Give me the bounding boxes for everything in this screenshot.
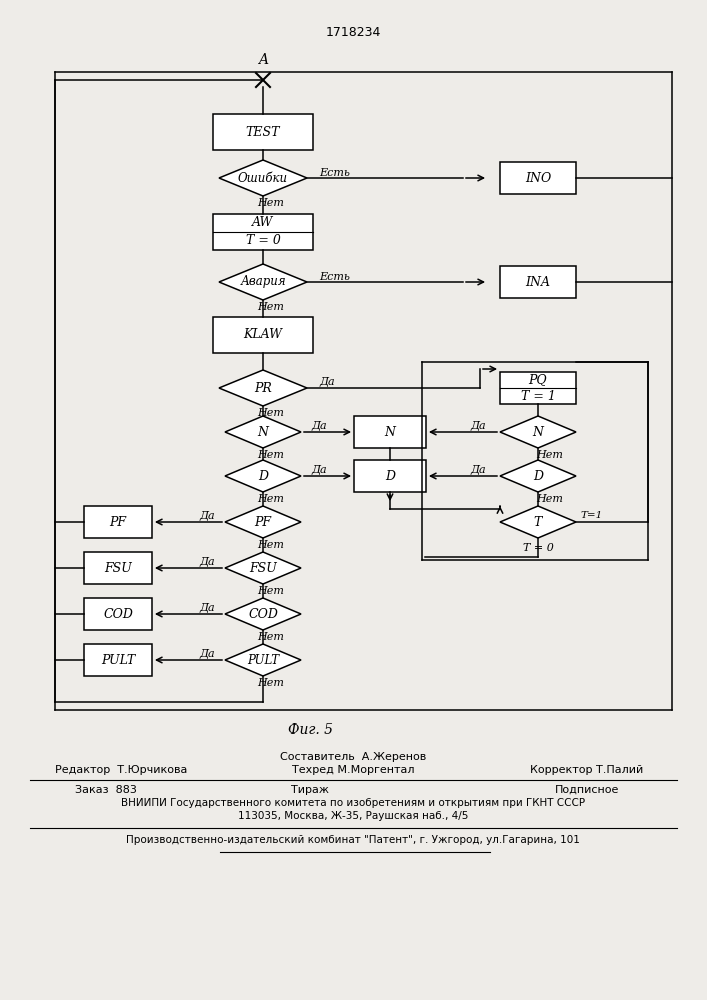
Text: Фиг. 5: Фиг. 5: [288, 723, 332, 737]
Text: Да: Да: [199, 557, 215, 567]
Text: AW: AW: [252, 217, 274, 230]
Bar: [354, 416, 426, 448]
Text: Да: Да: [470, 465, 486, 475]
Text: Ошибки: Ошибки: [238, 172, 288, 184]
Polygon shape: [225, 552, 301, 584]
Text: Да: Да: [311, 421, 327, 431]
Text: Нет: Нет: [257, 450, 284, 460]
Text: D: D: [258, 470, 268, 483]
Text: 1718234: 1718234: [325, 25, 380, 38]
Text: COD: COD: [248, 607, 278, 620]
Text: T: T: [534, 516, 542, 528]
Text: FSU: FSU: [249, 562, 277, 574]
Text: Заказ  883: Заказ 883: [75, 785, 137, 795]
Text: Нет: Нет: [257, 408, 284, 418]
Text: Да: Да: [319, 377, 335, 387]
Text: Нет: Нет: [537, 494, 563, 504]
Text: Нет: Нет: [257, 302, 284, 312]
Text: T = 1: T = 1: [520, 389, 556, 402]
Bar: [84, 506, 152, 538]
Text: Корректор Т.Палий: Корректор Т.Палий: [530, 765, 643, 775]
Text: PULT: PULT: [101, 654, 135, 666]
Text: Нет: Нет: [257, 586, 284, 596]
Polygon shape: [500, 416, 576, 448]
Bar: [500, 162, 576, 194]
Text: Нет: Нет: [257, 198, 284, 208]
Text: PF: PF: [255, 516, 271, 528]
Text: INA: INA: [525, 275, 551, 288]
Text: N: N: [385, 426, 395, 438]
Text: Составитель  А.Жеренов: Составитель А.Жеренов: [280, 752, 426, 762]
Text: Да: Да: [199, 603, 215, 613]
Bar: [213, 214, 313, 250]
Text: PR: PR: [254, 381, 272, 394]
Polygon shape: [225, 598, 301, 630]
Bar: [500, 266, 576, 298]
Text: TEST: TEST: [246, 125, 280, 138]
Polygon shape: [219, 370, 307, 406]
Text: 113035, Москва, Ж-35, Раушская наб., 4/5: 113035, Москва, Ж-35, Раушская наб., 4/5: [238, 811, 468, 821]
Polygon shape: [219, 160, 307, 196]
Polygon shape: [219, 264, 307, 300]
Text: FSU: FSU: [104, 562, 132, 574]
Text: A: A: [258, 53, 268, 67]
Text: Да: Да: [470, 421, 486, 431]
Text: Нет: Нет: [537, 450, 563, 460]
Polygon shape: [225, 644, 301, 676]
Text: Редактор  Т.Юрчикова: Редактор Т.Юрчикова: [55, 765, 187, 775]
Text: INO: INO: [525, 172, 551, 184]
Polygon shape: [225, 506, 301, 538]
Text: N: N: [257, 426, 269, 438]
Text: T = 0: T = 0: [245, 234, 281, 247]
Bar: [84, 644, 152, 676]
Text: PQ: PQ: [529, 373, 547, 386]
Bar: [500, 372, 576, 404]
Text: T = 0: T = 0: [522, 543, 554, 553]
Bar: [354, 460, 426, 492]
Text: PULT: PULT: [247, 654, 279, 666]
Polygon shape: [500, 460, 576, 492]
Text: COD: COD: [103, 607, 133, 620]
Text: Нет: Нет: [257, 678, 284, 688]
Text: Есть: Есть: [320, 168, 351, 178]
Bar: [84, 552, 152, 584]
Text: Производственно-издательский комбинат "Патент", г. Ужгород, ул.Гагарина, 101: Производственно-издательский комбинат "П…: [126, 835, 580, 845]
Text: Техред М.Моргентал: Техред М.Моргентал: [292, 765, 414, 775]
Text: Тираж: Тираж: [291, 785, 329, 795]
Text: D: D: [533, 470, 543, 483]
Text: Нет: Нет: [257, 632, 284, 642]
Text: Да: Да: [311, 465, 327, 475]
Text: Нет: Нет: [257, 494, 284, 504]
Text: T=1: T=1: [581, 512, 603, 520]
Text: Да: Да: [199, 511, 215, 521]
Text: Подписное: Подписное: [555, 785, 619, 795]
Bar: [84, 598, 152, 630]
Text: D: D: [385, 470, 395, 483]
Text: Да: Да: [199, 649, 215, 659]
Text: KLAW: KLAW: [243, 328, 283, 342]
Text: ВНИИПИ Государственного комитета по изобретениям и открытиям при ГКНТ СССР: ВНИИПИ Государственного комитета по изоб…: [121, 798, 585, 808]
Text: Есть: Есть: [320, 272, 351, 282]
Bar: [213, 317, 313, 353]
Bar: [213, 114, 313, 150]
Text: Нет: Нет: [257, 540, 284, 550]
Text: PF: PF: [110, 516, 127, 528]
Text: Авария: Авария: [240, 275, 286, 288]
Text: N: N: [532, 426, 544, 438]
Polygon shape: [500, 506, 576, 538]
Polygon shape: [225, 460, 301, 492]
Polygon shape: [225, 416, 301, 448]
